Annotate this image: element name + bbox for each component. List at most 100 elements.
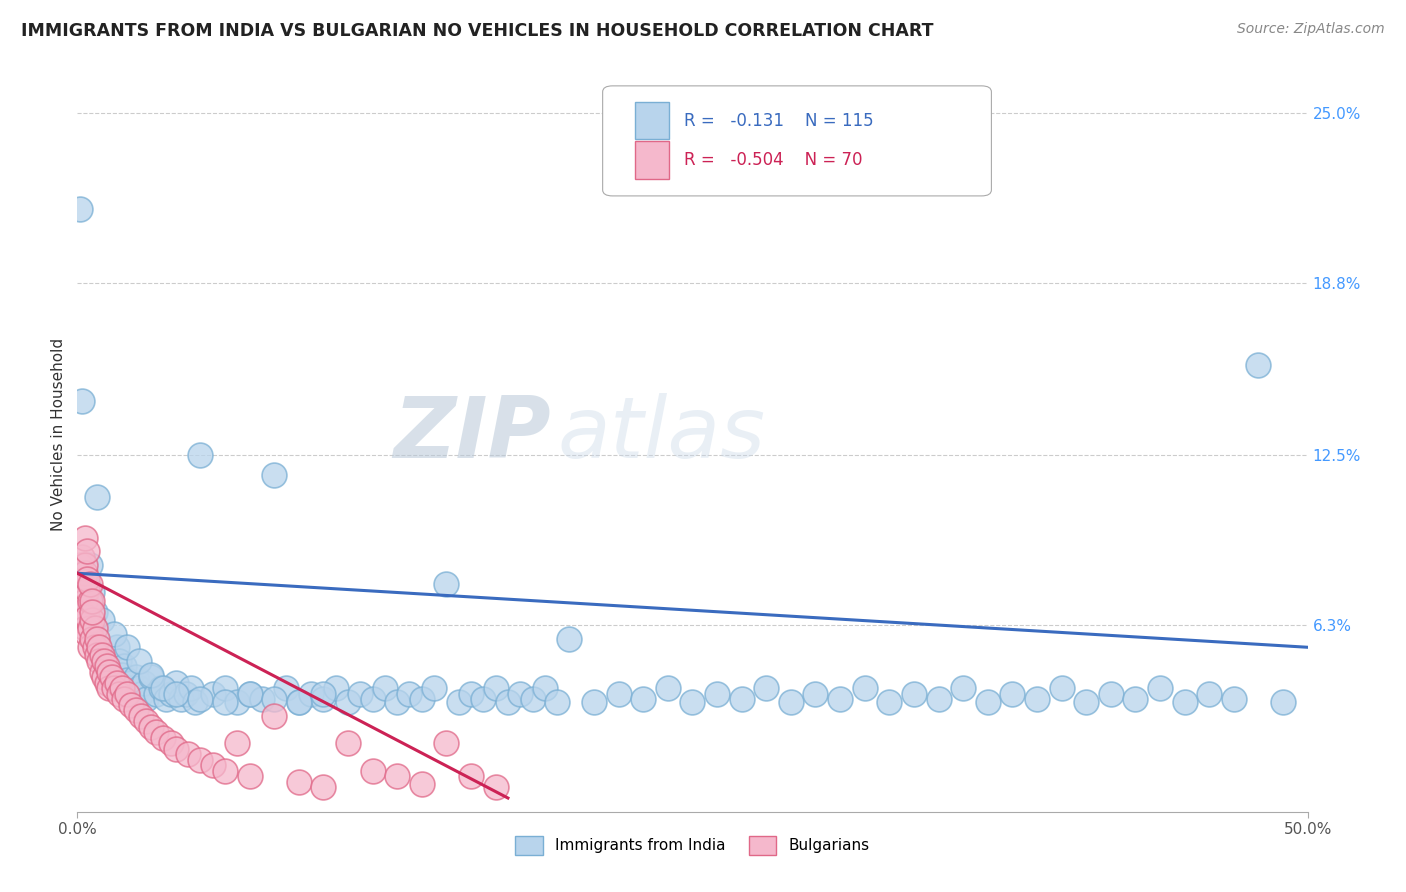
- Point: [165, 687, 187, 701]
- Point: [436, 577, 458, 591]
- Point: [152, 681, 174, 696]
- Point: [82, 593, 104, 607]
- Point: [1174, 695, 1197, 709]
- Text: R =   -0.504    N = 70: R = -0.504 N = 70: [683, 151, 862, 169]
- Point: [546, 695, 568, 709]
- Point: [239, 687, 262, 701]
- Point: [288, 695, 311, 709]
- Point: [98, 665, 121, 679]
- Point: [96, 676, 118, 690]
- Point: [86, 648, 108, 663]
- FancyBboxPatch shape: [603, 86, 991, 196]
- Point: [214, 764, 236, 778]
- Point: [155, 692, 177, 706]
- Point: [226, 695, 249, 709]
- Point: [160, 736, 183, 750]
- Point: [129, 708, 153, 723]
- Point: [263, 692, 285, 706]
- Point: [141, 720, 163, 734]
- Point: [633, 692, 655, 706]
- Point: [90, 648, 114, 663]
- Point: [79, 593, 101, 607]
- Point: [337, 736, 360, 750]
- Point: [1247, 358, 1270, 372]
- Point: [361, 692, 384, 706]
- Point: [1050, 681, 1073, 696]
- Point: [135, 714, 157, 729]
- Point: [129, 687, 153, 701]
- Point: [349, 687, 371, 701]
- Point: [73, 531, 96, 545]
- Point: [112, 692, 135, 706]
- Point: [118, 681, 141, 696]
- Point: [374, 681, 396, 696]
- Point: [79, 593, 101, 607]
- Point: [385, 769, 409, 783]
- Point: [105, 676, 128, 690]
- Point: [115, 687, 138, 701]
- Text: Source: ZipAtlas.com: Source: ZipAtlas.com: [1237, 22, 1385, 37]
- Point: [101, 670, 124, 684]
- Point: [69, 558, 91, 572]
- Point: [177, 747, 200, 761]
- Point: [657, 681, 679, 696]
- Point: [141, 667, 163, 681]
- Point: [98, 681, 121, 696]
- Point: [82, 605, 104, 619]
- Point: [312, 687, 335, 701]
- Point: [299, 687, 322, 701]
- Point: [89, 640, 111, 655]
- Point: [122, 687, 145, 701]
- Point: [952, 681, 974, 696]
- Point: [977, 695, 1000, 709]
- Point: [1076, 695, 1098, 709]
- Point: [82, 585, 104, 599]
- Point: [1001, 687, 1024, 701]
- Point: [1149, 681, 1171, 696]
- Point: [96, 659, 118, 673]
- Legend: Immigrants from India, Bulgarians: Immigrants from India, Bulgarians: [509, 830, 876, 861]
- Point: [460, 769, 482, 783]
- Point: [73, 572, 96, 586]
- Point: [103, 676, 125, 690]
- Point: [112, 659, 135, 673]
- Point: [706, 687, 728, 701]
- Point: [82, 632, 104, 646]
- Point: [103, 626, 125, 640]
- Point: [76, 610, 98, 624]
- Point: [82, 613, 104, 627]
- Point: [83, 605, 105, 619]
- Point: [263, 708, 285, 723]
- Point: [128, 654, 150, 668]
- Point: [70, 605, 93, 619]
- Point: [79, 640, 101, 655]
- Point: [928, 692, 950, 706]
- Point: [830, 692, 852, 706]
- Point: [79, 577, 101, 591]
- Point: [83, 621, 105, 635]
- Point: [69, 585, 91, 599]
- Point: [879, 695, 901, 709]
- Point: [69, 202, 91, 216]
- Point: [115, 640, 138, 655]
- Point: [1198, 687, 1220, 701]
- Point: [101, 670, 124, 684]
- Point: [86, 490, 108, 504]
- Point: [903, 687, 925, 701]
- Bar: [634, 102, 669, 139]
- Point: [160, 687, 183, 701]
- Point: [93, 670, 115, 684]
- Point: [73, 621, 96, 635]
- Y-axis label: No Vehicles in Household: No Vehicles in Household: [51, 338, 66, 532]
- Point: [411, 692, 433, 706]
- Point: [1099, 687, 1122, 701]
- Point: [361, 764, 384, 778]
- Point: [472, 692, 495, 706]
- Point: [325, 681, 347, 696]
- Point: [90, 665, 114, 679]
- Point: [804, 687, 827, 701]
- Text: IMMIGRANTS FROM INDIA VS BULGARIAN NO VEHICLES IN HOUSEHOLD CORRELATION CHART: IMMIGRANTS FROM INDIA VS BULGARIAN NO VE…: [21, 22, 934, 40]
- Point: [83, 621, 105, 635]
- Point: [312, 692, 335, 706]
- Point: [436, 736, 458, 750]
